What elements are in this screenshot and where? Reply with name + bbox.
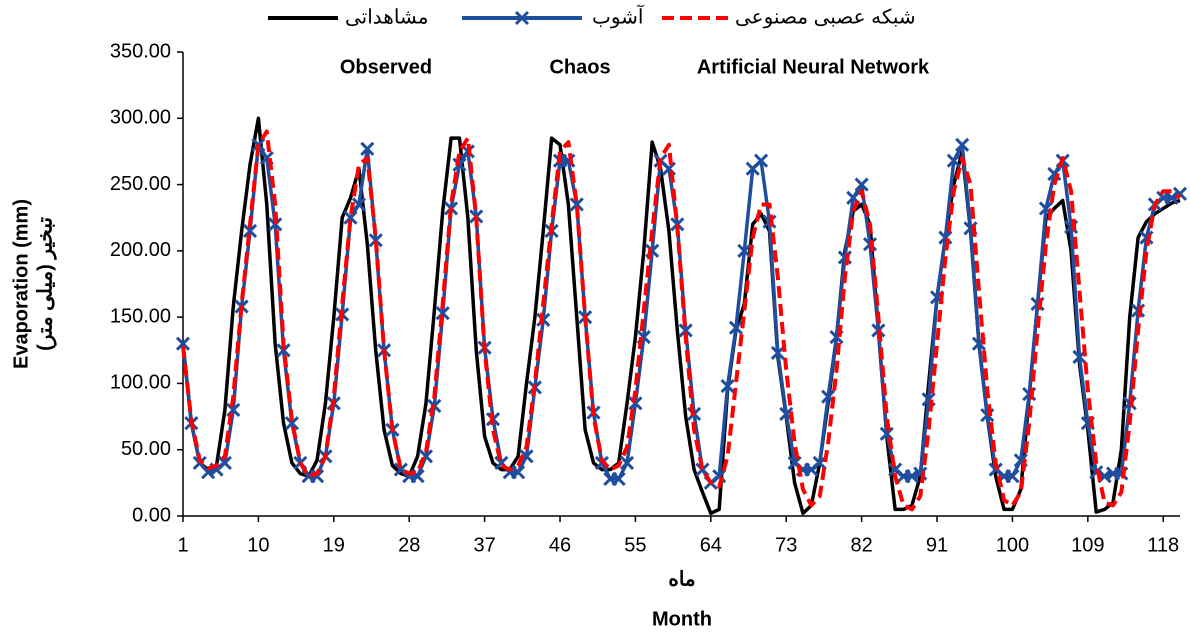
marker	[728, 320, 744, 335]
marker	[670, 217, 685, 232]
marker	[435, 306, 450, 321]
marker	[946, 153, 961, 168]
y-tick-label: 350.00	[110, 40, 171, 62]
legend-label: مشاهداتی	[345, 6, 429, 28]
x-tick-label: 118	[1147, 534, 1179, 556]
marker	[628, 396, 643, 411]
legend-label: شبکه عصبی مصنوعی	[735, 6, 916, 28]
marker	[712, 469, 727, 484]
marker	[1172, 186, 1188, 201]
marker	[511, 465, 526, 480]
annotation: Chaos	[549, 56, 610, 78]
y-tick-label: 0.00	[132, 504, 171, 526]
x-tick-label: 82	[851, 534, 873, 556]
x-tick-label: 64	[700, 534, 722, 556]
marker	[678, 323, 693, 338]
marker	[452, 157, 467, 172]
marker	[276, 343, 291, 358]
x-tick-label: 19	[323, 534, 345, 556]
y-tick-label: 200.00	[110, 239, 171, 261]
x-tick-label: 10	[247, 534, 269, 556]
x-tick-label: 1	[177, 534, 188, 556]
x-tick-label: 73	[775, 534, 797, 556]
marker	[904, 469, 919, 484]
x-tick-label: 109	[1071, 534, 1104, 556]
marker	[611, 471, 626, 486]
y-tick-label: 150.00	[110, 305, 171, 327]
marker	[217, 455, 232, 471]
marker	[754, 153, 769, 168]
y-tick-label: 300.00	[110, 107, 171, 129]
marker	[351, 197, 367, 212]
marker	[284, 416, 299, 431]
x-tick-label: 55	[624, 534, 646, 556]
marker	[343, 210, 358, 225]
marker	[770, 345, 785, 360]
series-line	[181, 116, 1181, 516]
marker	[360, 141, 375, 156]
marker	[1139, 230, 1154, 245]
y-axis-label: Evaporation (mm)	[10, 199, 32, 369]
marker	[955, 137, 970, 152]
marker	[368, 233, 383, 248]
y-tick-label: 100.00	[110, 372, 171, 394]
x-axis-label: Month	[652, 608, 712, 630]
marker	[175, 336, 191, 351]
x-tick-label: 37	[473, 534, 495, 556]
marker	[854, 177, 869, 192]
y-tick-label: 250.00	[110, 173, 171, 195]
legend-label: آشوب	[592, 4, 645, 28]
annotation: Artificial Neural Network	[697, 56, 930, 78]
annotation: Observed	[340, 56, 432, 78]
marker	[268, 217, 283, 232]
x-tick-label: 100	[996, 534, 1029, 556]
marker	[309, 469, 325, 484]
marker	[242, 223, 258, 239]
marker	[1164, 190, 1179, 205]
marker	[569, 197, 584, 212]
x-tick-label: 28	[398, 534, 420, 556]
x-tick-label: 91	[926, 534, 948, 556]
y-tick-label: 50.00	[121, 438, 171, 460]
x-axis-label: ماه	[668, 568, 695, 590]
series-line	[181, 129, 1182, 512]
marker	[1005, 469, 1020, 484]
y-axis-label: (تبخیر (میلی متر	[34, 217, 57, 351]
marker	[514, 10, 530, 26]
x-tick-label: 46	[549, 534, 571, 556]
marker	[720, 379, 735, 394]
marker	[737, 243, 752, 258]
marker	[619, 455, 635, 471]
